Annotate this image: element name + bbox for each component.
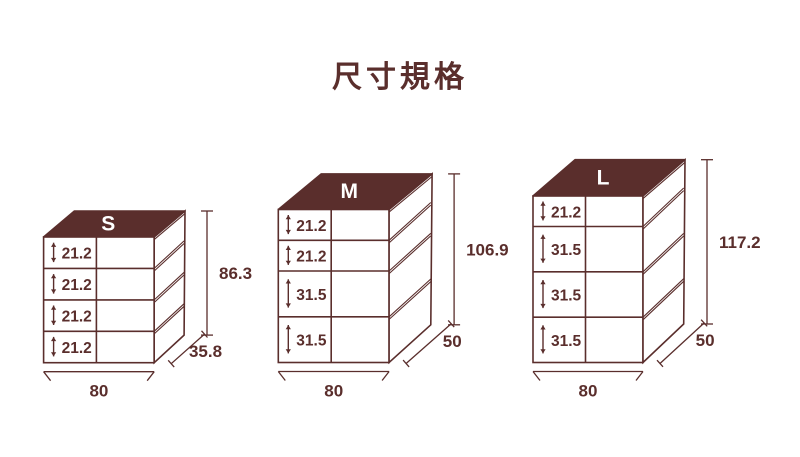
svg-text:S: S xyxy=(101,213,115,236)
svg-text:80: 80 xyxy=(579,382,598,401)
svg-text:21.2: 21.2 xyxy=(296,249,326,266)
svg-text:21.2: 21.2 xyxy=(296,218,326,235)
svg-text:117.2: 117.2 xyxy=(719,233,761,252)
svg-text:50: 50 xyxy=(696,331,715,350)
svg-text:35.8: 35.8 xyxy=(189,342,222,361)
svg-text:31.5: 31.5 xyxy=(551,288,582,305)
svg-text:21.2: 21.2 xyxy=(62,246,92,263)
svg-text:80: 80 xyxy=(89,382,108,401)
svg-text:80: 80 xyxy=(324,382,343,401)
svg-text:21.2: 21.2 xyxy=(62,340,92,357)
svg-text:31.5: 31.5 xyxy=(296,333,327,350)
svg-text:21.2: 21.2 xyxy=(62,277,92,294)
svg-text:31.5: 31.5 xyxy=(296,287,327,304)
svg-text:106.9: 106.9 xyxy=(466,240,509,259)
svg-text:31.5: 31.5 xyxy=(551,333,582,350)
svg-text:50: 50 xyxy=(443,332,462,351)
svg-text:L: L xyxy=(597,166,610,189)
svg-text:86.3: 86.3 xyxy=(219,264,252,283)
svg-text:21.2: 21.2 xyxy=(551,204,581,221)
svg-text:M: M xyxy=(340,180,358,203)
svg-text:31.5: 31.5 xyxy=(551,242,582,259)
svg-text:21.2: 21.2 xyxy=(62,309,92,326)
